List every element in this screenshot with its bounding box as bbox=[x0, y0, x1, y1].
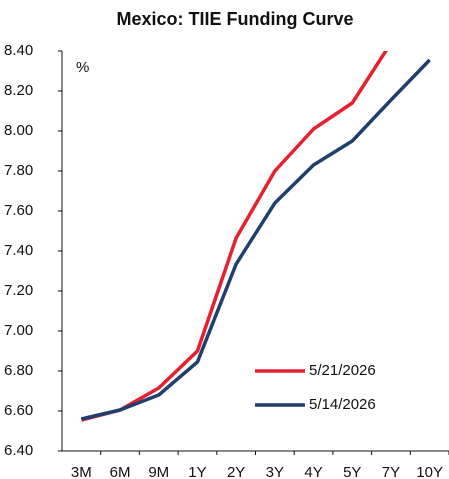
series-line bbox=[80, 51, 388, 422]
chart-title: Mexico: TIIE Funding Curve bbox=[116, 9, 353, 29]
y-tick-label: 7.80 bbox=[4, 162, 33, 179]
y-tick-label: 8.00 bbox=[4, 122, 33, 139]
x-tick-label: 6M bbox=[110, 464, 131, 479]
x-tick-label: 4Y bbox=[304, 464, 322, 479]
y-tick-label: 6.60 bbox=[4, 402, 33, 419]
x-tick-label: 10Y bbox=[416, 464, 443, 479]
y-unit-label: % bbox=[76, 59, 89, 76]
x-tick-label: 1Y bbox=[188, 464, 206, 479]
plot-area bbox=[80, 51, 431, 422]
x-tick-label: 9M bbox=[148, 464, 169, 479]
y-tick-label: 8.20 bbox=[4, 82, 33, 99]
x-tick-label: 3M bbox=[71, 464, 92, 479]
x-tick-label: 5Y bbox=[343, 464, 361, 479]
y-tick-label: 8.40 bbox=[4, 42, 33, 59]
y-tick-label: 6.80 bbox=[4, 362, 33, 379]
series-line bbox=[80, 58, 431, 421]
x-tick-label: 7Y bbox=[382, 464, 400, 479]
x-tick-label: 2Y bbox=[227, 464, 245, 479]
legend-label: 5/21/2026 bbox=[309, 362, 376, 379]
y-tick-label: 6.40 bbox=[4, 442, 33, 459]
y-tick-label: 7.60 bbox=[4, 202, 33, 219]
x-tick-label: 3Y bbox=[266, 464, 284, 479]
legend-label: 5/14/2026 bbox=[309, 396, 376, 413]
y-tick-label: 7.20 bbox=[4, 282, 33, 299]
y-tick-label: 7.40 bbox=[4, 242, 33, 259]
y-tick-label: 7.00 bbox=[4, 322, 33, 339]
